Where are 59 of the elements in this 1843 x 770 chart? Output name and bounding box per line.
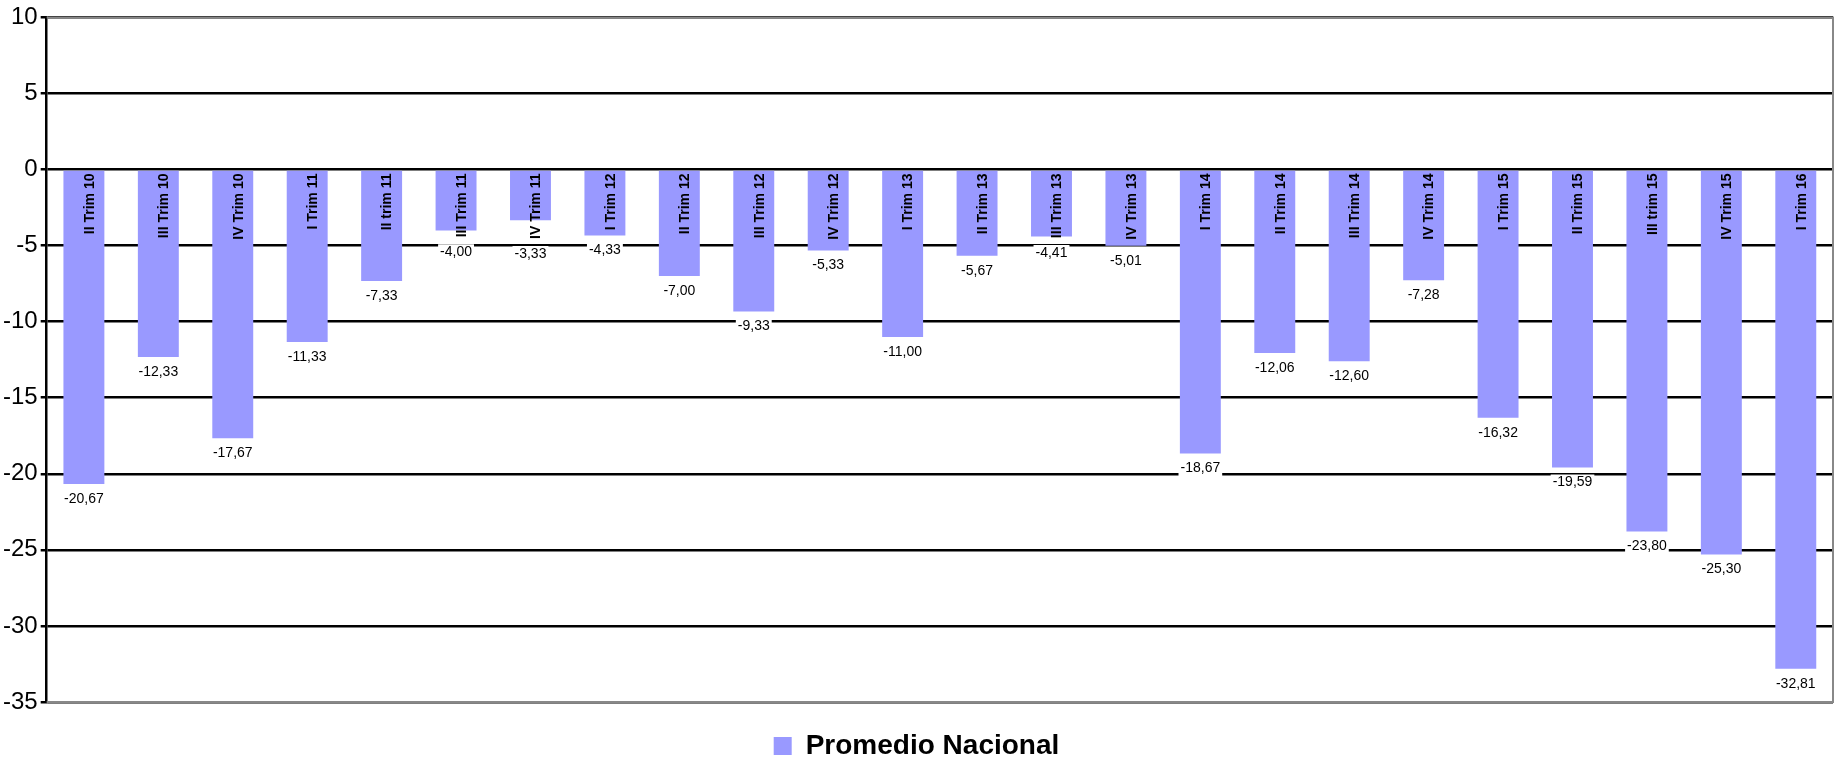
y-tick-label: -35 — [3, 686, 38, 714]
y-tick-label: -10 — [3, 306, 38, 334]
data-label: -17,67 — [212, 444, 253, 461]
data-label: -25,30 — [1701, 560, 1742, 577]
x-tick-label: II Trim 14 — [1271, 173, 1288, 235]
data-label: -20,67 — [64, 489, 104, 506]
y-tick-label: -30 — [3, 610, 38, 638]
data-label: -9,33 — [737, 317, 770, 334]
data-label: -7,33 — [365, 286, 398, 303]
data-label: -7,00 — [663, 281, 696, 298]
y-tick-label: 10 — [10, 2, 38, 30]
x-tick-label: II Trim 12 — [676, 173, 693, 235]
data-label: -5,67 — [961, 261, 994, 278]
data-label: -4,41 — [1035, 243, 1068, 260]
x-tick-label: IV Trim 11 — [527, 173, 544, 239]
data-label: -5,33 — [812, 256, 845, 273]
x-tick-label: III Trim 11 — [452, 173, 469, 238]
x-tick-label: II Trim 15 — [1569, 173, 1586, 235]
data-label: -7,28 — [1407, 286, 1440, 303]
x-tick-label: IV Trim 10 — [229, 173, 246, 240]
x-tick-label: IV Trim 14 — [1420, 173, 1437, 240]
x-tick-label: I Trim 12 — [601, 173, 618, 231]
data-label: -19,59 — [1552, 473, 1593, 490]
data-label: -12,33 — [138, 362, 179, 379]
x-tick-label: IV Trim 12 — [825, 173, 842, 240]
x-tick-label: IV Trim 13 — [1122, 173, 1139, 240]
y-tick-label: 5 — [24, 78, 38, 106]
x-tick-label: I Trim 16 — [1792, 173, 1809, 231]
x-tick-label: I Trim 13 — [899, 173, 916, 231]
data-label: -11,00 — [883, 342, 923, 359]
x-tick-label: II Trim 13 — [973, 173, 990, 235]
y-tick-label: -25 — [3, 534, 38, 562]
data-label: -12,06 — [1254, 358, 1295, 375]
data-label: -5,01 — [1109, 251, 1143, 268]
x-tick-label: I Trim 14 — [1197, 173, 1214, 231]
data-label: -18,67 — [1180, 459, 1221, 476]
x-tick-label: III Trim 12 — [750, 173, 767, 239]
data-label: -4,00 — [440, 243, 473, 260]
x-tick-label: I Trim 11 — [304, 173, 321, 230]
data-label: -4,33 — [588, 241, 622, 258]
x-tick-label: III Trim 13 — [1048, 173, 1065, 239]
y-tick-label: 0 — [24, 154, 38, 182]
x-tick-label: II trim 11 — [378, 173, 395, 231]
x-tick-label: III trim 15 — [1643, 173, 1660, 235]
x-tick-label: III Trim 10 — [155, 173, 172, 239]
data-label: -11,33 — [287, 347, 327, 364]
x-tick-label: IV Trim 15 — [1718, 173, 1735, 240]
y-tick-label: -20 — [3, 458, 38, 486]
data-label: -23,80 — [1627, 537, 1667, 554]
x-tick-label: I Trim 15 — [1494, 173, 1511, 231]
data-label: -3,33 — [514, 244, 547, 261]
data-label: -16,32 — [1478, 423, 1519, 440]
y-tick-label: -15 — [3, 382, 38, 410]
data-label: -32,81 — [1775, 674, 1816, 691]
y-tick-label: -5 — [16, 230, 38, 258]
x-tick-label: III Trim 14 — [1346, 173, 1363, 239]
x-tick-label: II Trim 10 — [80, 173, 97, 235]
data-label: -12,60 — [1329, 367, 1370, 384]
legend-label: Promedio Nacional — [805, 728, 1060, 760]
